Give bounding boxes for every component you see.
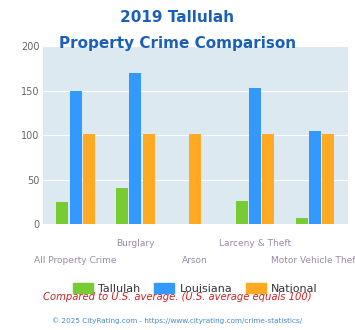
Bar bbox=[70, 91, 82, 224]
Bar bbox=[262, 134, 274, 224]
Text: All Property Crime: All Property Crime bbox=[34, 256, 117, 265]
Text: © 2025 CityRating.com - https://www.cityrating.com/crime-statistics/: © 2025 CityRating.com - https://www.city… bbox=[53, 317, 302, 324]
Text: Burglary: Burglary bbox=[116, 239, 155, 248]
Text: Property Crime Comparison: Property Crime Comparison bbox=[59, 36, 296, 51]
Bar bbox=[309, 131, 321, 224]
Text: Larceny & Theft: Larceny & Theft bbox=[219, 239, 291, 248]
Bar bbox=[236, 201, 248, 224]
Legend: Tallulah, Louisiana, National: Tallulah, Louisiana, National bbox=[70, 280, 321, 297]
Bar bbox=[56, 202, 69, 224]
Text: Arson: Arson bbox=[182, 256, 208, 265]
Bar bbox=[130, 73, 141, 224]
Bar bbox=[83, 134, 95, 224]
Bar bbox=[116, 188, 128, 224]
Bar bbox=[322, 134, 334, 224]
Text: Motor Vehicle Theft: Motor Vehicle Theft bbox=[271, 256, 355, 265]
Text: 2019 Tallulah: 2019 Tallulah bbox=[120, 10, 235, 25]
Bar bbox=[296, 218, 308, 224]
Bar bbox=[249, 88, 261, 224]
Bar bbox=[143, 134, 154, 224]
Bar bbox=[189, 134, 201, 224]
Text: Compared to U.S. average. (U.S. average equals 100): Compared to U.S. average. (U.S. average … bbox=[43, 292, 312, 302]
